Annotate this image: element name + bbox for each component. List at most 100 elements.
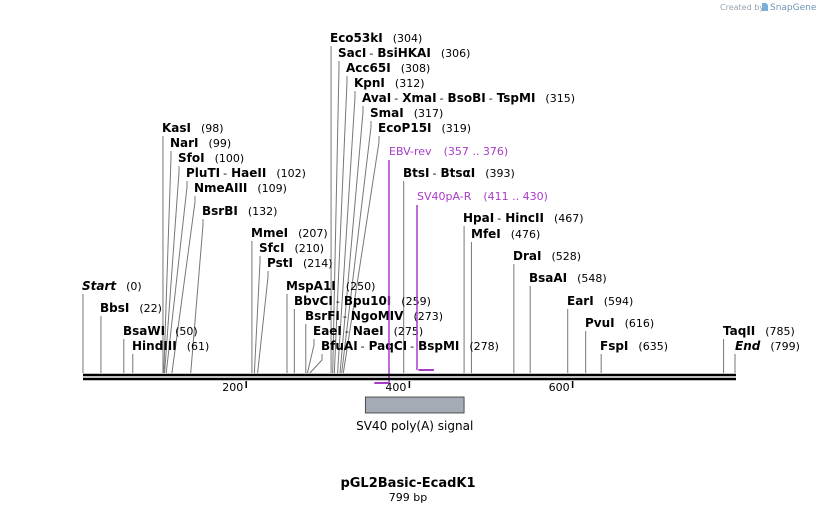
enzyme-name[interactable]: BspMI xyxy=(418,339,459,353)
axis-tick-label: 600 xyxy=(549,381,570,394)
cut-position: (312) xyxy=(395,77,425,90)
enzyme-name[interactable]: PluTI xyxy=(186,166,220,180)
enzyme-name[interactable]: HpaI xyxy=(463,211,494,225)
enzyme-separator: - xyxy=(343,310,347,323)
enzyme-name[interactable]: HaeII xyxy=(231,166,266,180)
cut-site-line xyxy=(306,339,315,374)
enzyme-name[interactable]: DraI xyxy=(513,249,541,263)
cut-position: (393) xyxy=(485,167,515,180)
enzyme-name[interactable]: TaqII xyxy=(723,324,755,338)
cut-position: (319) xyxy=(442,122,472,135)
plasmid-name: pGL2Basic-EcadK1 xyxy=(340,476,475,491)
enzyme-name[interactable]: MmeI xyxy=(251,226,288,240)
enzyme-name[interactable]: BsiHKAI xyxy=(377,46,431,60)
enzyme-name[interactable]: AvaI xyxy=(362,91,391,105)
credit-text: Created by xyxy=(720,3,764,12)
cut-position: (467) xyxy=(554,212,584,225)
enzyme-name[interactable]: Acc65I xyxy=(346,61,391,75)
cut-position: (799) xyxy=(770,340,800,353)
cut-position: (50) xyxy=(175,325,198,338)
enzyme-name[interactable]: BsrBI xyxy=(202,204,238,218)
enzyme-name[interactable]: SfoI xyxy=(178,151,205,165)
cut-position: (528) xyxy=(551,250,581,263)
enzyme-separator: - xyxy=(361,340,365,353)
cut-site-leaders xyxy=(82,46,736,374)
cut-site-line xyxy=(341,121,372,374)
enzyme-name[interactable]: NarI xyxy=(170,136,199,150)
enzyme-name[interactable]: BsrFI xyxy=(305,309,340,323)
feature-box[interactable] xyxy=(364,396,465,414)
enzyme-name[interactable]: SacI xyxy=(338,46,366,60)
primer-name[interactable]: EBV-rev xyxy=(389,145,432,158)
cut-site-line xyxy=(163,151,172,374)
enzyme-name[interactable]: TspMI xyxy=(497,91,536,105)
enzyme-name[interactable]: NgoMIV xyxy=(351,309,404,323)
enzyme-name[interactable]: EcoP15I xyxy=(378,121,432,135)
cut-site-line xyxy=(337,91,356,374)
cut-position: (100) xyxy=(215,152,245,165)
cut-position: (315) xyxy=(545,92,575,105)
enzyme-name[interactable]: BsoBI xyxy=(448,91,486,105)
cut-position: (207) xyxy=(298,227,328,240)
cut-position: (476) xyxy=(511,228,541,241)
cut-position: (306) xyxy=(441,47,471,60)
enzyme-name[interactable]: EaeI xyxy=(313,324,342,338)
enzyme-name[interactable]: Eco53kI xyxy=(330,31,383,45)
enzyme-name[interactable]: NaeI xyxy=(353,324,384,338)
enzyme-name[interactable]: HindIII xyxy=(132,339,177,353)
cut-position: (98) xyxy=(201,122,224,135)
enzyme-name[interactable]: HincII xyxy=(505,211,544,225)
enzyme-name[interactable]: BbsI xyxy=(100,301,129,315)
coordinate-axis: 200 400 600 xyxy=(222,381,574,394)
enzyme-name[interactable]: Bpu10I xyxy=(344,294,391,308)
enzyme-name[interactable]: BtsαI xyxy=(440,166,475,180)
cut-position: (616) xyxy=(625,317,655,330)
cut-site-line xyxy=(309,354,323,374)
enzyme-name[interactable]: End xyxy=(735,339,761,353)
enzyme-name[interactable]: SmaI xyxy=(370,106,404,120)
cut-position: (548) xyxy=(577,272,607,285)
primer-name[interactable]: SV40pA-R xyxy=(417,190,472,203)
cut-site-line xyxy=(332,61,340,374)
cut-position: (109) xyxy=(257,182,287,195)
cut-position: (259) xyxy=(401,295,431,308)
cut-site-line xyxy=(190,219,204,374)
enzyme-name[interactable]: BsaAI xyxy=(529,271,567,285)
cut-position: (102) xyxy=(276,167,306,180)
enzyme-name[interactable]: BbvCI xyxy=(294,294,333,308)
enzyme-name[interactable]: BsaWI xyxy=(123,324,165,338)
cut-site-labels: Start (0) BbsI (22) BsaWI (50)HindIII (61) KasI… xyxy=(82,31,800,353)
enzyme-name[interactable]: SfcI xyxy=(259,241,284,255)
cut-site-line xyxy=(339,106,364,374)
enzyme-separator: - xyxy=(410,340,414,353)
cut-site-line xyxy=(253,256,261,374)
enzyme-name[interactable]: KpnI xyxy=(354,76,385,90)
cut-position: (0) xyxy=(126,280,142,293)
enzyme-name[interactable]: EarI xyxy=(567,294,594,308)
enzyme-name[interactable]: MspA1I xyxy=(286,279,336,293)
enzyme-separator: - xyxy=(497,212,501,225)
enzyme-name[interactable]: KasI xyxy=(162,121,191,135)
enzyme-name[interactable]: FspI xyxy=(600,339,628,353)
axis-tick-label: 200 xyxy=(222,381,243,394)
cut-position: (132) xyxy=(248,205,278,218)
credit-brand: SnapGene xyxy=(770,3,817,13)
enzyme-name[interactable]: PaqCI xyxy=(369,339,407,353)
enzyme-name[interactable]: BfuAI xyxy=(321,339,358,353)
cut-position: (635) xyxy=(638,340,668,353)
enzyme-name[interactable]: BtsI xyxy=(403,166,430,180)
enzyme-name[interactable]: XmaI xyxy=(402,91,436,105)
plasmid-size: 799 bp xyxy=(389,491,427,504)
cut-position: (99) xyxy=(209,137,232,150)
enzyme-name[interactable]: PvuI xyxy=(585,316,615,330)
enzyme-name[interactable]: PstI xyxy=(267,256,293,270)
cut-site-line xyxy=(257,271,269,374)
enzyme-name[interactable]: NmeAIII xyxy=(194,181,247,195)
enzyme-name[interactable]: MfeI xyxy=(471,227,501,241)
enzyme-separator: - xyxy=(223,167,227,180)
cut-position: (275) xyxy=(394,325,424,338)
enzyme-separator: - xyxy=(369,47,373,60)
enzyme-separator: - xyxy=(440,92,444,105)
cut-position: (214) xyxy=(303,257,333,270)
enzyme-name[interactable]: Start xyxy=(82,279,117,293)
